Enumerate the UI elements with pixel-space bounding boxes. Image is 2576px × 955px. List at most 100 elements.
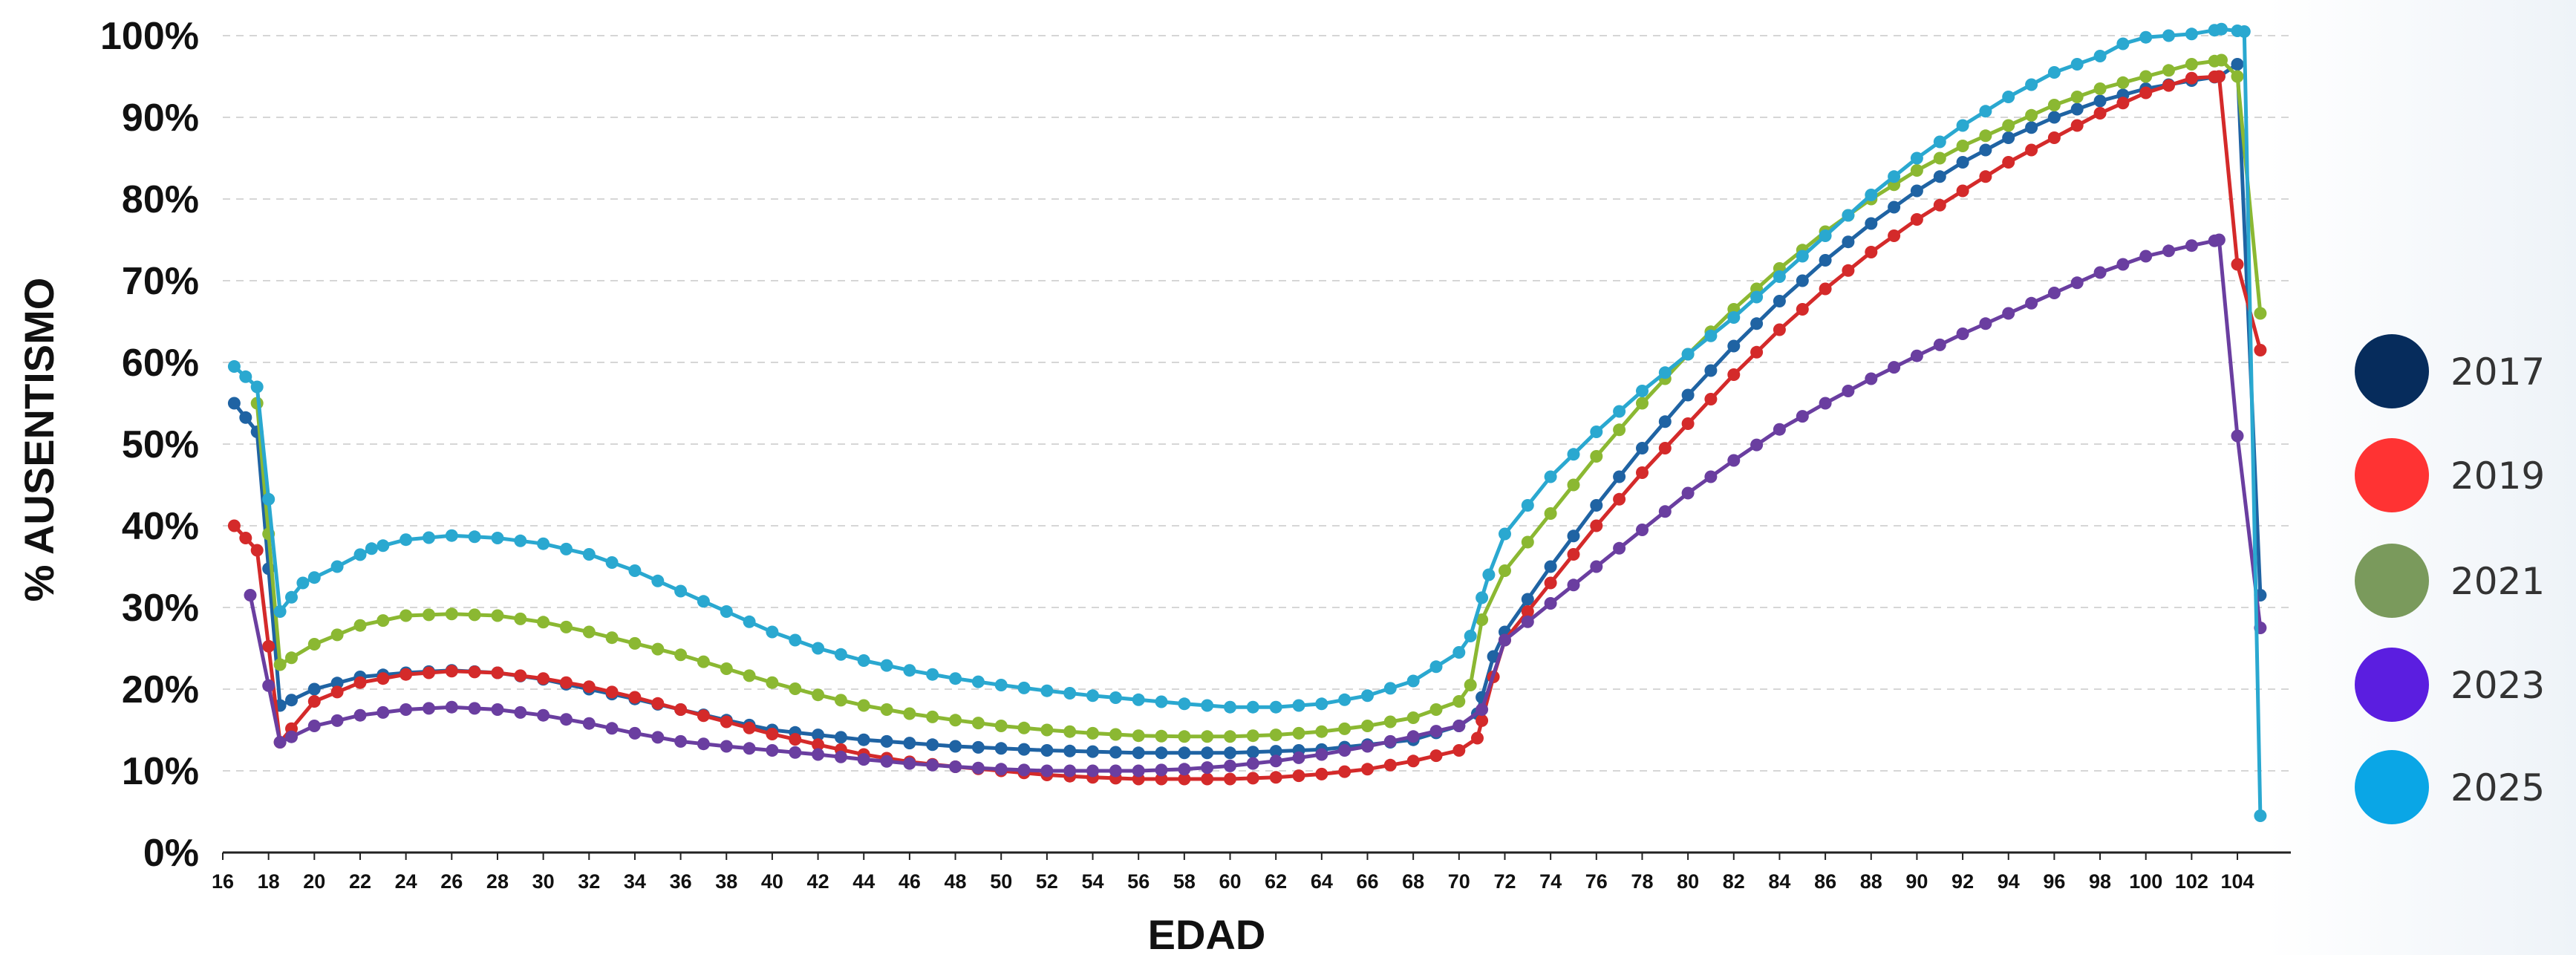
data-point xyxy=(812,688,825,702)
series-2025 xyxy=(227,22,2267,822)
data-point xyxy=(926,710,939,723)
data-point xyxy=(1292,699,1305,712)
data-point xyxy=(949,714,962,727)
data-point xyxy=(2254,307,2267,320)
data-point xyxy=(400,609,413,622)
data-point xyxy=(423,666,435,679)
data-point xyxy=(376,705,390,719)
data-point xyxy=(1315,767,1328,780)
data-point xyxy=(2185,58,2198,71)
data-point xyxy=(1178,763,1191,776)
data-point xyxy=(1086,764,1099,778)
data-point xyxy=(605,631,619,645)
data-point xyxy=(1361,763,1374,776)
data-point xyxy=(307,638,321,651)
data-point xyxy=(1452,695,1466,708)
data-point xyxy=(330,714,344,727)
data-point xyxy=(1819,397,1832,410)
data-point xyxy=(307,720,321,732)
data-point xyxy=(1178,746,1191,760)
data-point xyxy=(1796,274,1809,287)
y-tick-label: 60% xyxy=(122,342,199,385)
data-point xyxy=(1796,410,1809,423)
data-point xyxy=(697,709,710,723)
y-axis-ticks: 0% 10% 20% 30% 40% 50% 60% 70% 80% 90% 100% xyxy=(100,15,199,875)
x-tick-label: 16 xyxy=(212,870,234,893)
data-point xyxy=(789,633,802,647)
data-point xyxy=(1224,730,1236,743)
x-tick-label: 38 xyxy=(715,870,737,893)
data-point xyxy=(445,700,458,714)
x-tick-label: 30 xyxy=(532,870,555,893)
data-point xyxy=(2215,53,2228,67)
data-point xyxy=(423,531,435,544)
data-point xyxy=(1109,746,1122,759)
data-point xyxy=(1269,745,1282,758)
data-point xyxy=(1865,189,1878,201)
legend: 2017 2019 2021 2023 2025 xyxy=(2355,334,2545,824)
data-point xyxy=(2215,22,2228,36)
data-point xyxy=(1224,759,1236,772)
data-point xyxy=(1155,695,1168,708)
data-point xyxy=(1956,140,1969,152)
data-point xyxy=(1383,758,1397,772)
data-point xyxy=(789,733,802,746)
data-point xyxy=(2212,233,2226,247)
data-point xyxy=(903,707,916,720)
data-point xyxy=(1819,229,1832,242)
data-point xyxy=(1086,745,1099,758)
data-point xyxy=(674,648,688,662)
data-point xyxy=(353,676,367,689)
data-point xyxy=(766,625,779,639)
data-point xyxy=(2070,276,2084,290)
data-point xyxy=(857,733,870,746)
data-point xyxy=(903,737,916,750)
gridlines xyxy=(223,35,2291,772)
data-point xyxy=(1406,754,1420,768)
data-point xyxy=(1613,541,1626,555)
data-point xyxy=(1132,693,1145,706)
data-point xyxy=(537,708,550,722)
y-tick-label: 0% xyxy=(143,832,199,875)
data-point xyxy=(880,734,893,748)
data-point xyxy=(560,713,573,726)
data-point xyxy=(1544,560,1557,573)
data-point xyxy=(491,532,504,544)
data-point xyxy=(537,537,550,550)
x-tick-label: 96 xyxy=(2043,870,2065,893)
data-point xyxy=(365,542,378,555)
y-tick-label: 70% xyxy=(122,260,199,303)
data-point xyxy=(2185,27,2198,41)
data-point xyxy=(857,753,870,766)
data-point xyxy=(2254,809,2267,822)
data-point xyxy=(1979,143,1992,157)
data-point xyxy=(2070,119,2084,132)
data-point xyxy=(1888,229,1901,242)
y-tick-label: 20% xyxy=(122,668,199,711)
x-tick-label: 92 xyxy=(1951,870,1974,893)
data-point xyxy=(1224,772,1236,786)
x-tick-label: 98 xyxy=(2089,870,2111,893)
data-point xyxy=(491,609,504,622)
data-point xyxy=(2162,244,2175,258)
data-point xyxy=(1178,772,1191,786)
data-point xyxy=(582,548,596,561)
x-tick-label: 18 xyxy=(258,870,280,893)
x-tick-label: 78 xyxy=(1631,870,1653,893)
data-point xyxy=(2002,119,2015,132)
data-point xyxy=(1933,151,1946,165)
data-point xyxy=(1865,372,1878,385)
data-point xyxy=(926,758,939,772)
data-point xyxy=(2047,99,2061,111)
data-point xyxy=(1865,217,1878,230)
data-point xyxy=(1246,757,1259,770)
data-point xyxy=(1910,184,1923,198)
data-point xyxy=(1086,726,1099,740)
data-point xyxy=(1773,295,1786,307)
data-point xyxy=(1842,209,1855,222)
data-point xyxy=(971,675,985,688)
data-point xyxy=(1544,470,1557,483)
data-point xyxy=(400,668,413,681)
data-point xyxy=(1613,470,1626,483)
data-point xyxy=(423,702,435,715)
